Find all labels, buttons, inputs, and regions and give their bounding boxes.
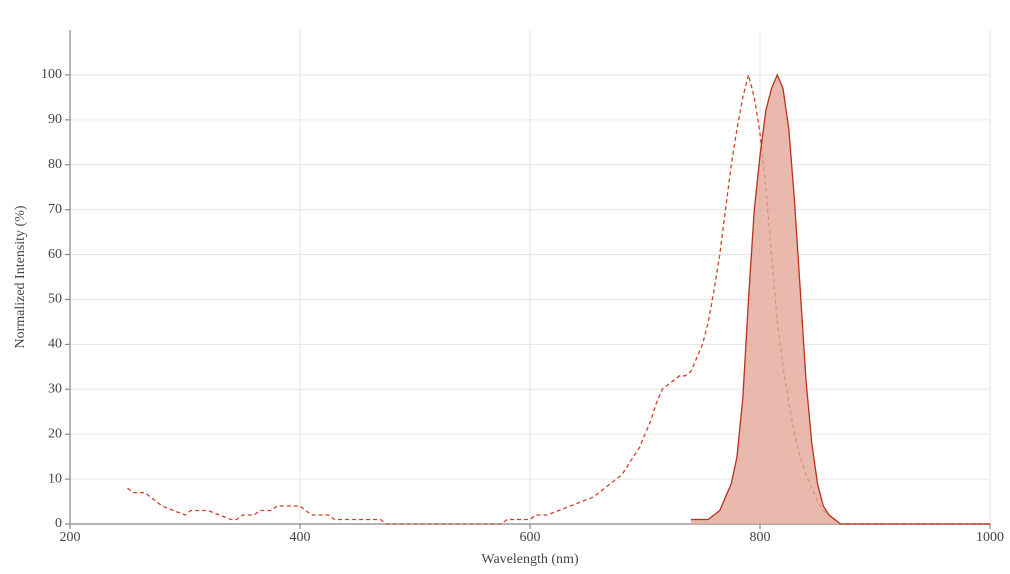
x-tick-label: 800: [750, 530, 771, 545]
x-axis-label: Wavelength (nm): [481, 552, 579, 567]
y-axis-label: Normalized Intensity (%): [13, 205, 28, 348]
y-tick-label: 100: [41, 67, 62, 82]
area: [691, 74, 990, 525]
x-tick-label: 400: [290, 530, 311, 545]
x-tick-label: 600: [520, 530, 541, 545]
y-tick-label: 90: [48, 112, 62, 127]
y-tick-label: 50: [48, 292, 62, 307]
y-tick-label: 80: [48, 157, 62, 172]
x-tick-label: 1000: [976, 530, 1004, 545]
y-tick-label: 20: [48, 426, 62, 441]
x-tick-label: 200: [60, 530, 81, 545]
y-tick-label: 40: [48, 337, 62, 352]
line: [127, 74, 990, 525]
y-tick-label: 60: [48, 247, 62, 262]
y-tick-label: 10: [48, 471, 62, 486]
y-tick-label: 0: [55, 516, 62, 531]
line: [691, 73, 990, 525]
y-tick-label: 70: [48, 202, 62, 217]
y-tick-label: 30: [48, 381, 62, 396]
